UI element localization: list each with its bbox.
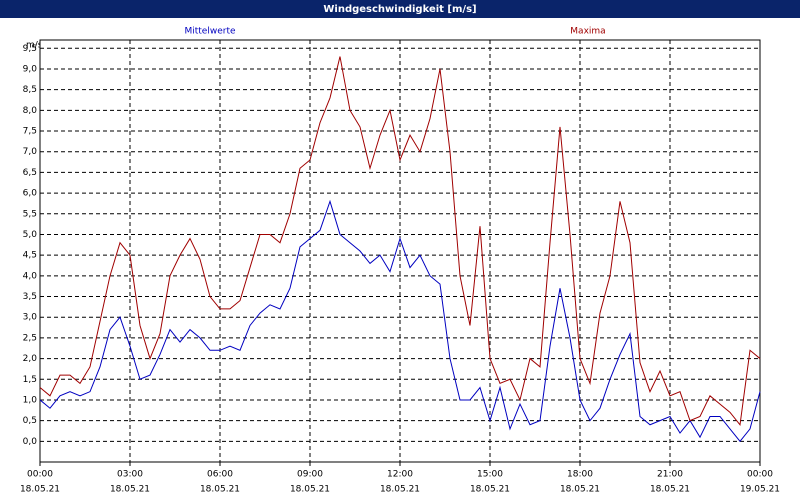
y-tick-label: 4,0 bbox=[23, 271, 38, 281]
x-tick-date: 18.05.21 bbox=[380, 485, 420, 495]
x-tick-date: 19.05.21 bbox=[740, 485, 780, 495]
y-tick-label: 6,0 bbox=[23, 189, 38, 199]
y-tick-label: 0,0 bbox=[23, 437, 38, 447]
x-tick-label: 18:00 bbox=[567, 470, 593, 480]
x-tick-date: 18.05.21 bbox=[20, 485, 60, 495]
y-tick-label: 5,0 bbox=[23, 230, 38, 240]
y-tick-label: 7,0 bbox=[23, 147, 38, 157]
y-tick-label: 9,0 bbox=[23, 64, 38, 74]
y-tick-label: 8,5 bbox=[23, 85, 37, 95]
x-tick-label: 21:00 bbox=[657, 470, 683, 480]
y-tick-label: 3,0 bbox=[23, 313, 38, 323]
y-tick-label: 9,5 bbox=[23, 44, 37, 54]
x-tick-date: 18.05.21 bbox=[650, 485, 690, 495]
x-tick-label: 12:00 bbox=[387, 470, 413, 480]
y-tick-label: 4,5 bbox=[23, 251, 37, 261]
y-tick-label: 1,5 bbox=[23, 375, 37, 385]
y-tick-label: 7,5 bbox=[23, 127, 37, 137]
x-tick-label: 03:00 bbox=[117, 470, 143, 480]
x-tick-label: 06:00 bbox=[207, 470, 233, 480]
y-tick-label: 2,0 bbox=[23, 354, 38, 364]
legend-label: Maxima bbox=[570, 27, 605, 37]
x-tick-label: 15:00 bbox=[477, 470, 503, 480]
series-line bbox=[39, 199, 761, 443]
y-axis-label: m/s bbox=[26, 41, 43, 51]
y-tick-label: 1,0 bbox=[23, 395, 38, 405]
x-tick-label: 09:00 bbox=[297, 470, 323, 480]
y-tick-label: 0,5 bbox=[23, 416, 37, 426]
y-tick-label: 3,5 bbox=[23, 292, 37, 302]
x-tick-date: 18.05.21 bbox=[200, 485, 240, 495]
y-tick-label: 6,5 bbox=[23, 168, 37, 178]
x-tick-date: 18.05.21 bbox=[560, 485, 600, 495]
y-tick-label: 5,5 bbox=[23, 209, 37, 219]
chart-title: Windgeschwindigkeit [m/s] bbox=[323, 4, 476, 15]
x-tick-date: 18.05.21 bbox=[470, 485, 510, 495]
x-tick-label: 00:00 bbox=[27, 470, 53, 480]
y-tick-label: 8,0 bbox=[23, 106, 38, 116]
x-tick-date: 18.05.21 bbox=[290, 485, 330, 495]
title-bar bbox=[0, 0, 800, 18]
legend-label: Mittelwerte bbox=[184, 27, 235, 37]
x-tick-date: 18.05.21 bbox=[110, 485, 150, 495]
x-tick-label: 00:00 bbox=[747, 470, 773, 480]
y-tick-label: 2,5 bbox=[23, 333, 37, 343]
series-line bbox=[39, 56, 761, 426]
